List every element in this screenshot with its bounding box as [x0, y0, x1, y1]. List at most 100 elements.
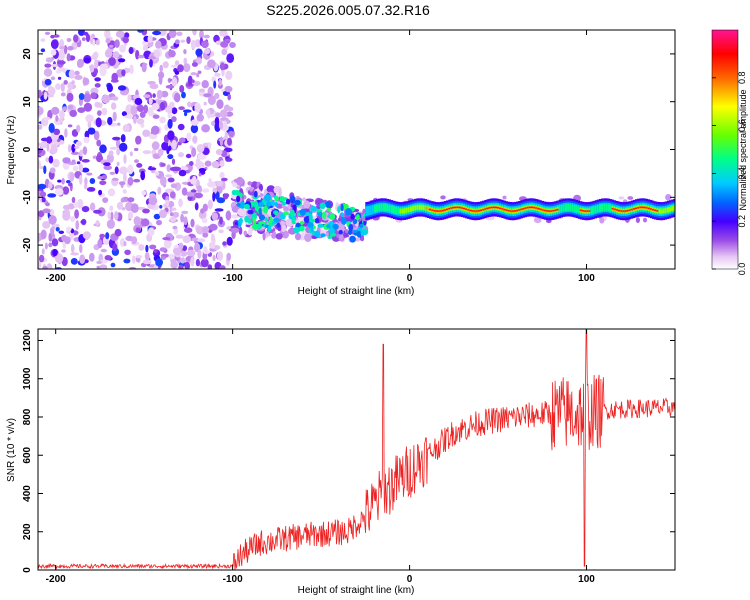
heatmap-cell: [136, 163, 143, 168]
heatmap-cell: [299, 208, 306, 216]
heatmap-cell: [454, 206, 457, 209]
heatmap-cell: [114, 39, 120, 48]
heatmap-cell: [69, 172, 75, 182]
heatmap-cell: [501, 208, 504, 210]
y-tick-label: 1200: [22, 329, 33, 352]
heatmap-cell: [159, 116, 166, 124]
heatmap-cell: [238, 226, 243, 235]
heatmap-cell: [318, 211, 323, 217]
colorbar-tick-label: 0.4: [737, 167, 747, 180]
heatmap-cell: [78, 93, 85, 100]
heatmap-cell: [263, 205, 269, 214]
heatmap-cell: [67, 46, 74, 51]
heatmap-cell: [533, 217, 542, 224]
heatmap-cell: [429, 208, 432, 211]
heatmap-cell: [662, 208, 665, 214]
heatmap-cell: [518, 209, 521, 211]
heatmap-cell: [160, 256, 166, 260]
heatmap-cell: [40, 229, 47, 240]
heatmap-cell: [148, 133, 158, 140]
heatmap-cell: [382, 204, 385, 211]
heatmap-cell: [165, 199, 170, 206]
heatmap-cell: [219, 136, 223, 147]
heatmap-cell: [172, 247, 182, 255]
heatmap-cell: [155, 171, 160, 176]
heatmap-cell: [539, 208, 542, 210]
heatmap-cell: [73, 202, 79, 209]
spectrogram-heatmap: [38, 30, 675, 269]
heatmap-cell: [195, 226, 205, 235]
heatmap-cell: [111, 177, 119, 181]
heatmap-cell: [112, 51, 120, 59]
heatmap-cell: [167, 112, 172, 119]
heatmap-cell: [203, 93, 212, 98]
heatmap-cell: [280, 220, 286, 226]
heatmap-cell: [281, 201, 288, 206]
heatmap-cell: [127, 164, 134, 175]
heatmap-cell: [227, 93, 231, 101]
heatmap-cell: [90, 92, 97, 100]
heatmap-cell: [460, 207, 464, 209]
heatmap-cell: [215, 112, 221, 118]
heatmap-cell: [294, 232, 302, 241]
heatmap-cell: [473, 210, 476, 212]
heatmap-cell: [159, 64, 163, 73]
heatmap-cell: [211, 212, 219, 221]
heatmap-cell: [153, 49, 161, 58]
heatmap-cell: [39, 191, 47, 198]
heatmap-cell: [203, 246, 208, 255]
heatmap-cell: [48, 123, 55, 133]
heatmap-cell: [201, 40, 209, 49]
heatmap-cell: [218, 229, 224, 234]
heatmap-cell: [156, 219, 162, 226]
heatmap-cell: [71, 243, 75, 254]
heatmap-cell: [339, 233, 344, 242]
heatmap-cell: [135, 135, 142, 145]
y-tick-label: 800: [22, 408, 33, 425]
heatmap-cell: [228, 130, 235, 137]
heatmap-cell: [671, 206, 674, 211]
heatmap-cell: [586, 210, 589, 212]
heatmap-cell: [207, 264, 213, 269]
heatmap-cell: [195, 258, 200, 267]
heatmap-cell: [167, 118, 173, 129]
heatmap-cell: [108, 44, 114, 48]
heatmap-cell: [598, 204, 602, 212]
heatmap-cell: [162, 237, 171, 241]
heatmap-cell: [180, 39, 186, 43]
heatmap-cell: [58, 49, 65, 59]
heatmap-cell: [140, 170, 146, 181]
heatmap-cell: [537, 207, 540, 210]
heatmap-cell: [627, 196, 634, 200]
heatmap-cell: [226, 226, 231, 230]
colorbar-label: Normalized spectral amplitude: [738, 89, 748, 210]
heatmap-cell: [147, 107, 154, 117]
heatmap-cell: [251, 212, 257, 221]
heatmap-cell: [111, 72, 118, 83]
heatmap-cell: [258, 201, 264, 207]
heatmap-cell: [38, 89, 42, 99]
heatmap-cell: [89, 202, 96, 211]
heatmap-cell: [159, 209, 167, 219]
heatmap-cell: [89, 34, 94, 45]
heatmap-cell: [337, 206, 341, 214]
heatmap-cell: [49, 167, 56, 174]
heatmap-cell: [50, 34, 55, 39]
heatmap-cell: [581, 210, 585, 212]
heatmap-cell: [141, 218, 150, 227]
heatmap-cell: [543, 209, 547, 212]
heatmap-cell: [433, 210, 436, 212]
heatmap-cell: [184, 227, 193, 233]
heatmap-cell: [73, 34, 79, 43]
heatmap-cell: [142, 208, 150, 214]
heatmap-cell: [371, 204, 375, 215]
heatmap-cell: [182, 245, 188, 252]
heatmap-cell: [194, 202, 199, 211]
heatmap-cell: [104, 255, 112, 261]
heatmap-cell: [380, 204, 383, 211]
heatmap-cell: [82, 146, 88, 156]
heatmap-cell: [134, 97, 143, 106]
heatmap-cell: [38, 210, 45, 218]
heatmap-cell: [622, 210, 625, 212]
heatmap-cell: [74, 75, 83, 80]
